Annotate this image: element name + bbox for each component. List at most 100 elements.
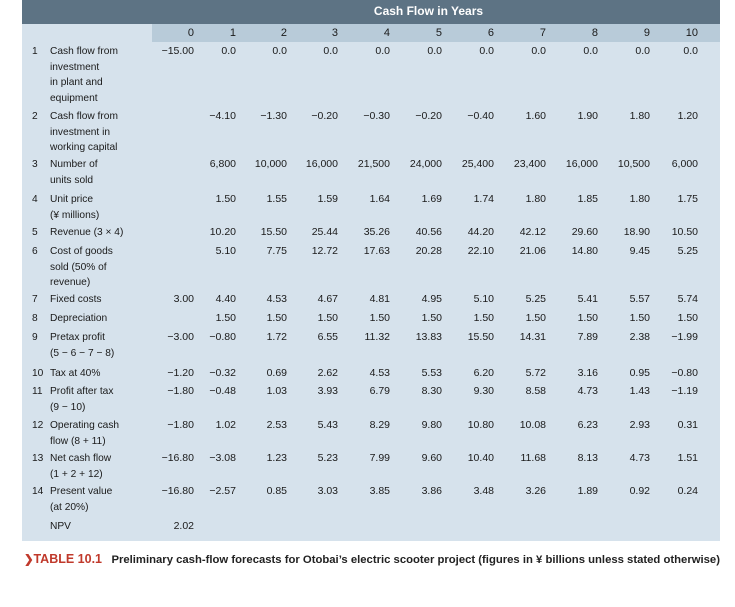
year-header-0: 0: [187, 27, 194, 39]
table-cell: 2.02: [173, 520, 194, 532]
table-cell: 1.80: [525, 193, 546, 205]
row-number: 3: [32, 159, 38, 170]
table-cell: 1.23: [266, 452, 287, 464]
table-cell: 1.20: [677, 110, 698, 122]
row-label: 4 Unit price (¥ millions): [32, 192, 150, 223]
row-number: 14: [32, 486, 44, 497]
table-cell: −16.80: [161, 452, 194, 464]
table-cell: 3.48: [473, 485, 494, 497]
table-cell: 0.85: [266, 485, 287, 497]
table-cell: 4.40: [215, 293, 236, 305]
row-label-text: Operating cash flow (8 + 11): [50, 420, 120, 447]
year-header-3: 3: [331, 27, 338, 39]
table-cell: 1.75: [677, 193, 698, 205]
table-cell: 8.29: [369, 419, 390, 431]
table-cell: 4.95: [421, 293, 442, 305]
table-cell: 18.90: [623, 226, 650, 238]
table-cell: 1.50: [577, 312, 598, 324]
table-cell: 11.32: [364, 331, 391, 343]
table-cell: 17.63: [363, 245, 390, 257]
row-label-text: Net cash flow (1 + 2 + 12): [50, 453, 112, 480]
table-cell: 10.80: [467, 419, 494, 431]
row-label: 11 Profit after tax (9 − 10): [32, 384, 150, 415]
table-cell: 4.53: [266, 293, 287, 305]
table-cell: −3.08: [209, 452, 236, 464]
table-cell: −0.32: [209, 367, 236, 379]
table-cell: −0.20: [311, 110, 338, 122]
table-cell: 0.92: [629, 485, 650, 497]
table-cell: 29.60: [571, 226, 598, 238]
row-label: 13 Net cash flow (1 + 2 + 12): [32, 451, 150, 482]
year-header-1: 1: [229, 27, 236, 39]
table-cell: 5.25: [525, 293, 546, 305]
table-cell: 4.67: [317, 293, 338, 305]
table-cell: 0.0: [427, 45, 442, 57]
table-cell: 5.10: [215, 245, 236, 257]
row-label: 2 Cash flow from investment in working capi…: [32, 109, 150, 156]
table-cell: 5.41: [577, 293, 598, 305]
table-cell: 1.50: [473, 312, 494, 324]
table-cell: −1.20: [167, 367, 194, 379]
year-header-4: 4: [383, 27, 390, 39]
table-cell: 10.50: [671, 226, 698, 238]
table-cell: 1.50: [215, 193, 236, 205]
row-label-text: Cash flow from investment in plant and equi…: [50, 46, 118, 104]
table-cell: 8.30: [421, 385, 442, 397]
row-number: 8: [32, 313, 38, 324]
table-cell: 3.03: [317, 485, 338, 497]
table-cell: 1.50: [677, 312, 698, 324]
table-cell: −0.48: [209, 385, 236, 397]
table-cell: 44.20: [467, 226, 494, 238]
table-cell: 6.23: [577, 419, 598, 431]
table-cell: 1.02: [215, 419, 236, 431]
table-cell: 7.89: [577, 331, 598, 343]
table-cell: 10.40: [467, 452, 494, 464]
table-cell: 1.50: [369, 312, 390, 324]
row-label-text: Cash flow from investment in working capit…: [50, 111, 118, 154]
table-cell: 0.0: [221, 45, 236, 57]
table-cell: 1.89: [577, 485, 598, 497]
table-cell: 12.72: [311, 245, 338, 257]
table-cell: 9.45: [629, 245, 650, 257]
table-cell: 15.50: [467, 331, 494, 343]
table-cell: −2.57: [209, 485, 236, 497]
table-cell: −16.80: [161, 485, 194, 497]
row-label: 6 Cost of goods sold (50% of revenue): [32, 244, 150, 291]
table-cell: 5.23: [317, 452, 338, 464]
table-cell: 40.56: [415, 226, 442, 238]
table-cell: −1.30: [260, 110, 287, 122]
table-cell: 3.26: [525, 485, 546, 497]
table-cell: 4.53: [369, 367, 390, 379]
row-number: 10: [32, 368, 44, 379]
table-cell: 5.74: [677, 293, 698, 305]
table-cell: 4.73: [629, 452, 650, 464]
table-cell: 9.60: [421, 452, 442, 464]
table-cell: −0.20: [415, 110, 442, 122]
row-label-text: Depreciation: [50, 313, 108, 324]
year-header-6: 6: [487, 27, 494, 39]
table-cell: 0.0: [683, 45, 698, 57]
row-label: 10 Tax at 40%: [32, 366, 150, 382]
table-cell: 15.50: [260, 226, 287, 238]
table-cell: 0.95: [629, 367, 650, 379]
table-cell: 1.43: [629, 385, 650, 397]
table-cell: 42.12: [519, 226, 546, 238]
table-cell: 14.31: [519, 331, 546, 343]
row-label: 5 Revenue (3 × 4): [32, 225, 150, 241]
table-cell: −1.80: [167, 385, 194, 397]
row-number: 12: [32, 420, 44, 431]
row-label: NPV: [32, 519, 150, 535]
row-label-text: Tax at 40%: [50, 368, 101, 379]
row-label-text: Cost of goods sold (50% of revenue): [50, 246, 113, 289]
year-header-2: 2: [280, 27, 287, 39]
table-cell: 0.0: [375, 45, 390, 57]
year-header-8: 8: [591, 27, 598, 39]
table-cell: 1.74: [473, 193, 494, 205]
cash-flow-table: Cash Flow in Years 0 1 2 3 4 5 6 7 8 9 10 1 Cash fl…: [22, 0, 720, 541]
table-cell: 5.53: [421, 367, 442, 379]
table-cell: 5.25: [677, 245, 698, 257]
table-cell: 10.20: [209, 226, 236, 238]
row-label-text: Pretax profit (5 − 6 − 7 − 8): [50, 332, 115, 359]
row-number: 13: [32, 453, 44, 464]
table-cell: 6.55: [317, 331, 338, 343]
